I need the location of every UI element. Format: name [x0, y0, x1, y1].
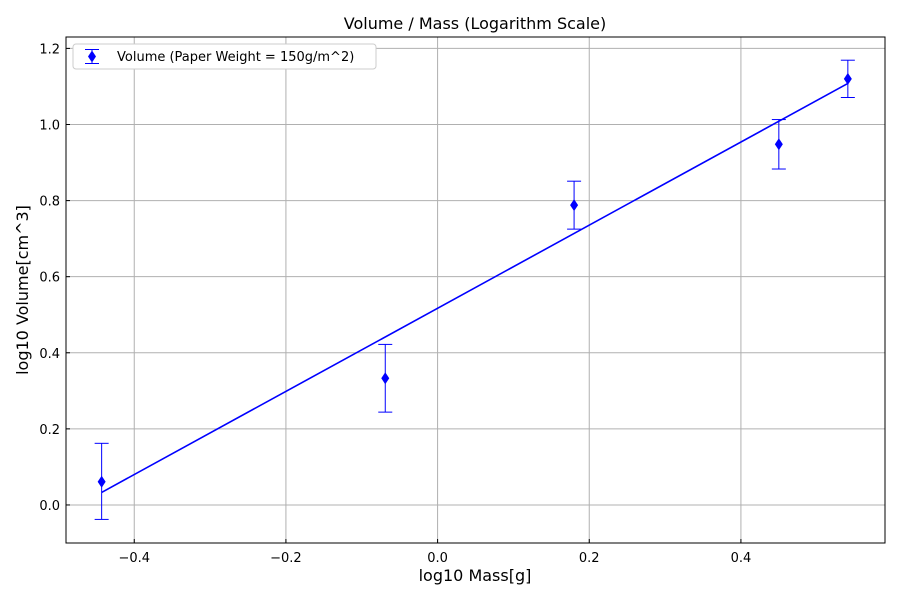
x-axis-label: log10 Mass[g] — [419, 566, 532, 585]
x-tick-label: −0.4 — [118, 551, 150, 566]
y-tick-label: 0.0 — [39, 499, 60, 514]
data-point — [843, 72, 852, 85]
legend: Volume (Paper Weight = 150g/m^2) — [72, 43, 377, 70]
y-tick-label: 0.8 — [39, 195, 60, 210]
fit-line — [101, 82, 849, 494]
x-tick-label: −0.2 — [270, 551, 302, 566]
plot-area: −0.4 −0.2 0.0 0.2 0.4 0.0 0.2 0.4 0.6 0.8 1.0 1.2 — [39, 36, 886, 566]
plot-frame — [65, 36, 886, 544]
legend-box — [72, 43, 377, 70]
data-point — [381, 372, 390, 385]
y-tick-label: 1.2 — [39, 42, 60, 57]
x-tick-label: 0.0 — [427, 551, 448, 566]
data-point — [570, 199, 579, 212]
legend-label: Volume (Paper Weight = 150g/m^2) — [117, 50, 354, 65]
y-tick-label: 0.4 — [39, 347, 60, 362]
chart-title: Volume / Mass (Logarithm Scale) — [344, 14, 606, 33]
data-point — [97, 475, 106, 488]
y-tick-label: 1.0 — [39, 119, 60, 134]
x-tick-label: 0.4 — [731, 551, 752, 566]
data-point — [774, 138, 783, 151]
y-axis-label: log10 Volume[cm^3] — [13, 205, 32, 375]
x-tick-label: 0.2 — [579, 551, 600, 566]
y-tick-label: 0.6 — [39, 271, 60, 286]
legend-marker — [88, 50, 96, 63]
y-tick-label: 0.2 — [39, 423, 60, 438]
